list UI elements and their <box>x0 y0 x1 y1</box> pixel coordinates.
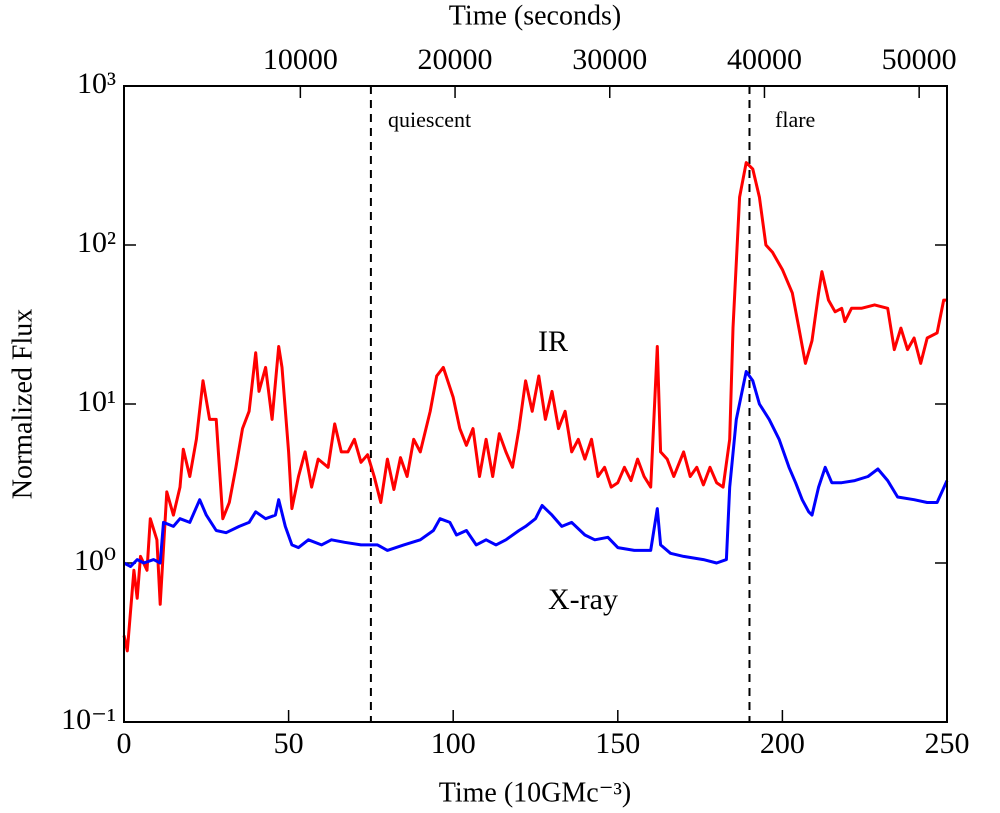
x-tick-label: 200 <box>760 727 805 760</box>
x-tick-label: 150 <box>595 727 640 760</box>
annotation: IR <box>538 325 568 358</box>
series-line <box>122 161 947 653</box>
series-line <box>123 370 949 568</box>
top-tick-label: 30000 <box>572 43 647 76</box>
top-tick-label: 40000 <box>727 43 802 76</box>
x-tick-label: 250 <box>925 727 970 760</box>
annotation: quiescent <box>388 107 471 132</box>
y-tick-label: 10² <box>77 226 116 259</box>
top-tick-label: 10000 <box>263 43 338 76</box>
y-tick-label: 10³ <box>77 67 116 100</box>
top-axis-label: Time (seconds) <box>449 0 621 31</box>
x-tick-label: 50 <box>274 727 304 760</box>
plot-frame <box>123 85 948 723</box>
y-tick-label: 10⁰ <box>74 544 116 577</box>
x-tick-label: 0 <box>117 727 132 760</box>
annotation: X-ray <box>548 583 618 616</box>
top-tick-label: 50000 <box>882 43 957 76</box>
top-tick-label: 20000 <box>418 43 493 76</box>
annotation: flare <box>775 107 815 132</box>
y-tick-label: 10⁻¹ <box>61 703 116 736</box>
x-tick-label: 100 <box>431 727 476 760</box>
y-tick-label: 10¹ <box>77 385 116 418</box>
x-axis-label: Time (10GMc⁻³) <box>439 777 631 808</box>
y-axis-label: Normalized Flux <box>7 309 38 500</box>
